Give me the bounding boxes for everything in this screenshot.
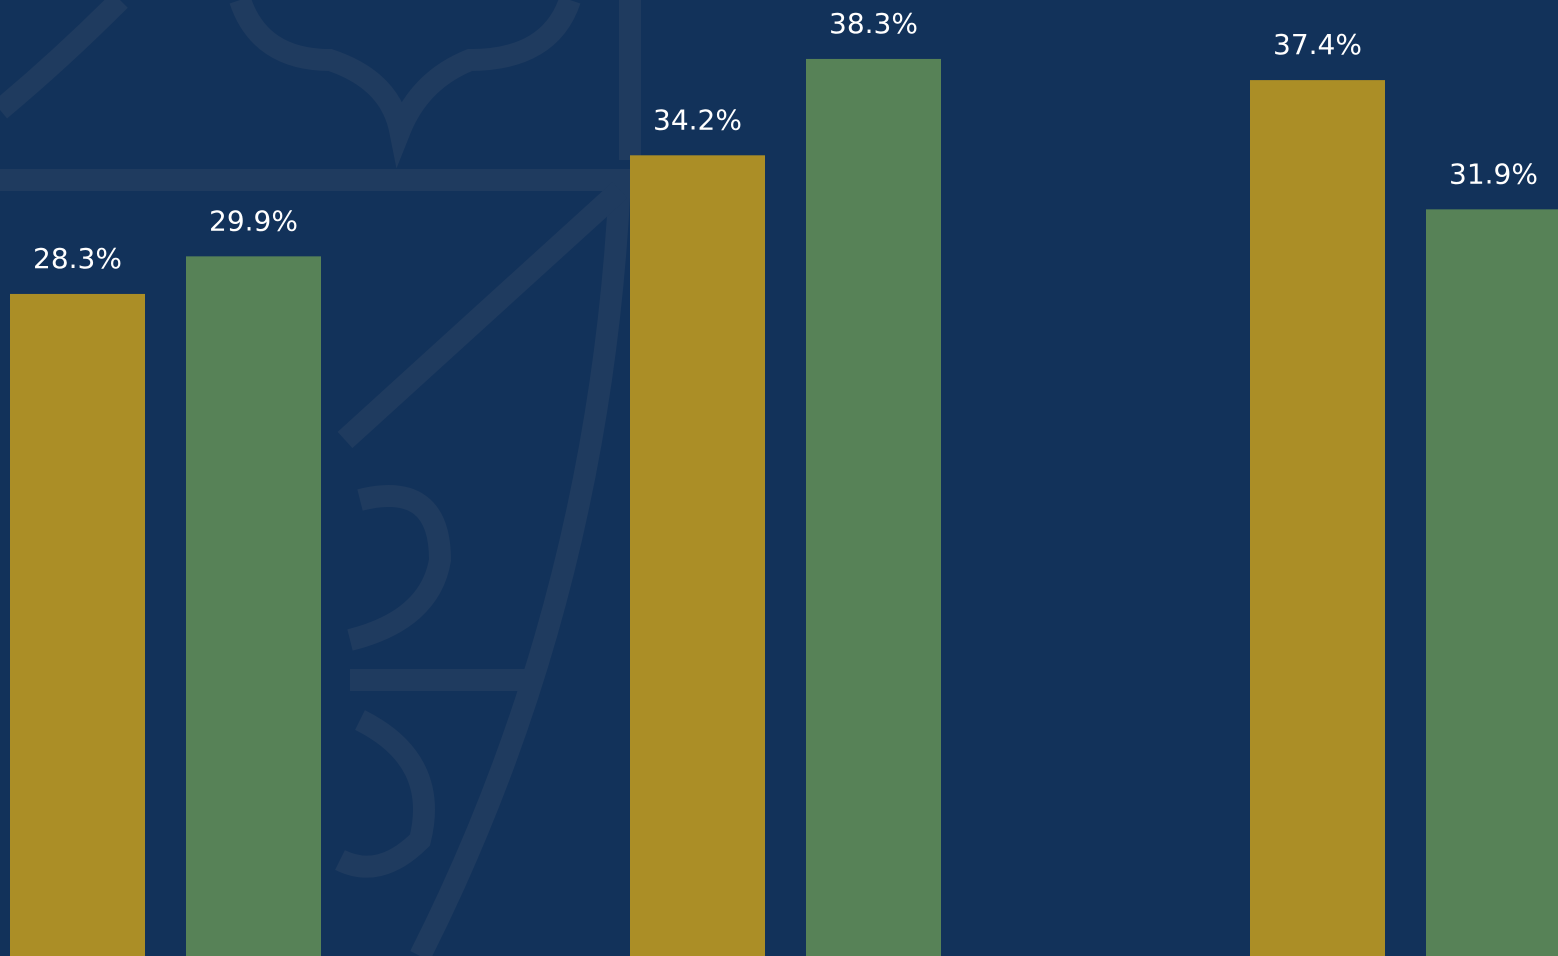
bar	[630, 155, 765, 956]
value-label: 38.3%	[829, 7, 918, 40]
bar	[1250, 80, 1385, 956]
value-label: 37.4%	[1273, 28, 1362, 61]
value-label: 28.3%	[33, 242, 122, 275]
bar	[10, 293, 145, 956]
value-label: 34.2%	[653, 103, 742, 136]
value-label: 29.9%	[209, 204, 298, 237]
bar	[186, 256, 321, 956]
bar	[806, 58, 941, 956]
watermark	[0, 0, 641, 956]
value-label: 31.9%	[1449, 157, 1538, 190]
bar	[1426, 209, 1558, 956]
